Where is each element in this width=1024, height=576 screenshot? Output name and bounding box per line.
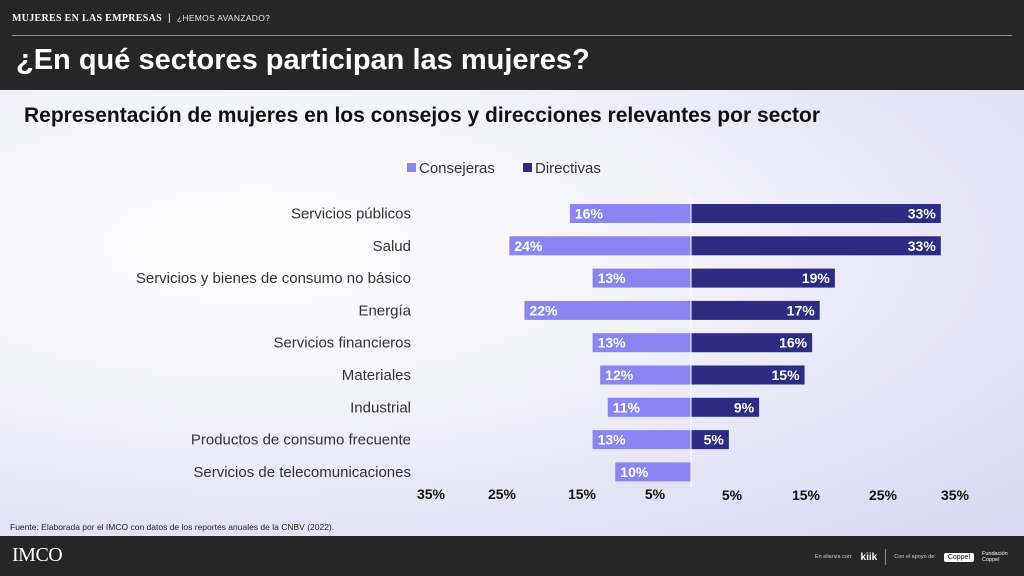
category-label: Energía bbox=[358, 302, 411, 319]
data-label-consejeras: 13% bbox=[598, 270, 627, 286]
bar-consejeras bbox=[615, 462, 691, 482]
bar-directivas bbox=[691, 333, 813, 353]
kiik-logo: kiik bbox=[860, 551, 878, 563]
category-label: Servicios financieros bbox=[273, 335, 411, 352]
data-label-directivas: 33% bbox=[908, 238, 937, 254]
fundacion-coppel-logo: Fundación Coppel bbox=[982, 551, 1008, 563]
bar-directivas bbox=[691, 236, 941, 256]
section-kicker: MUJERES EN LAS EMPRESAS | ¿HEMOS AVANZADO? bbox=[12, 13, 270, 24]
bar-directivas bbox=[691, 430, 729, 450]
legend-swatch-consejeras bbox=[407, 163, 416, 172]
data-label-consejeras: 16% bbox=[575, 206, 604, 222]
data-label-consejeras: 24% bbox=[514, 238, 543, 254]
chart-title: Representación de mujeres en los consejo… bbox=[24, 104, 820, 127]
bar-consejeras bbox=[592, 268, 691, 288]
kicker-separator: | bbox=[167, 13, 171, 24]
category-label: Materiales bbox=[342, 367, 411, 384]
kicker-title: MUJERES EN LAS EMPRESAS bbox=[12, 13, 162, 24]
bar-directivas bbox=[691, 300, 820, 320]
x-tick-label-left: 35% bbox=[417, 486, 446, 502]
x-tick-label-left: 15% bbox=[568, 486, 597, 502]
x-tick-label-right: 5% bbox=[722, 487, 743, 503]
alliance-label: En alianza con: bbox=[814, 554, 853, 560]
footer-bar: IMCO En alianza con: kiik Con el apoyo d… bbox=[0, 536, 1024, 576]
data-label-consejeras: 22% bbox=[529, 302, 558, 318]
bar-consejeras bbox=[600, 365, 691, 385]
data-label-consejeras: 10% bbox=[620, 464, 649, 480]
category-label: Industrial bbox=[350, 399, 411, 416]
source-note: Fuente: Elaborada por el IMCO con datos … bbox=[10, 522, 335, 532]
header-divider bbox=[12, 35, 1012, 36]
x-tick-label-right: 25% bbox=[869, 487, 898, 503]
data-label-directivas: 33% bbox=[908, 206, 937, 222]
legend-label-directivas: Directivas bbox=[535, 160, 601, 177]
data-label-consejeras: 13% bbox=[598, 432, 627, 448]
bar-consejeras bbox=[569, 204, 691, 223]
data-label-directivas: 15% bbox=[772, 367, 801, 383]
data-label-consejeras: 12% bbox=[605, 367, 634, 383]
data-label-directivas: 17% bbox=[787, 302, 816, 318]
data-label-directivas: 5% bbox=[704, 432, 725, 448]
bar-consejeras bbox=[524, 300, 691, 320]
data-label-directivas: 16% bbox=[779, 335, 808, 351]
x-tick-label-left: 25% bbox=[488, 486, 517, 502]
sponsor-divider bbox=[885, 549, 887, 565]
legend-swatch-directivas bbox=[523, 163, 532, 172]
category-label: Salud bbox=[373, 238, 411, 255]
bar-consejeras bbox=[592, 430, 691, 450]
data-label-directivas: 19% bbox=[802, 270, 831, 286]
data-label-consejeras: 13% bbox=[598, 335, 627, 351]
bar-consejeras bbox=[607, 397, 691, 417]
category-label: Servicios y bienes de consumo no básico bbox=[136, 270, 411, 287]
bar-consejeras bbox=[509, 236, 691, 256]
category-label: Productos de consumo frecuente bbox=[191, 432, 411, 449]
x-tick-label-left: 5% bbox=[645, 486, 666, 502]
bar-consejeras bbox=[592, 333, 691, 353]
bar-directivas bbox=[691, 204, 941, 223]
legend-label-consejeras: Consejeras bbox=[419, 160, 495, 177]
diverging-bar-chart: Consejeras Directivas Servicios públicos 16… bbox=[136, 160, 970, 503]
bar-directivas bbox=[691, 268, 835, 288]
category-label: Servicios públicos bbox=[291, 206, 411, 223]
data-label-consejeras: 11% bbox=[613, 399, 641, 415]
data-label-directivas: 9% bbox=[734, 399, 755, 415]
slide-content: Representación de mujeres en los consejo… bbox=[0, 90, 1024, 536]
support-label: Con el apoyo de: bbox=[894, 554, 936, 560]
category-label: Servicios de telecomunicaciones bbox=[193, 464, 411, 481]
page-title: ¿En qué sectores participan las mujeres? bbox=[16, 44, 590, 76]
sponsor-strip: En alianza con: kiik Con el apoyo de: Co… bbox=[815, 549, 1012, 565]
imco-logo: IMCO bbox=[12, 544, 63, 566]
x-tick-label-right: 35% bbox=[941, 487, 970, 503]
bar-directivas bbox=[691, 397, 760, 417]
header-bar: MUJERES EN LAS EMPRESAS | ¿HEMOS AVANZADO?… bbox=[0, 0, 1024, 90]
x-tick-label-right: 15% bbox=[792, 487, 821, 503]
coppel-logo: Coppel bbox=[943, 552, 974, 562]
kicker-subtitle: ¿HEMOS AVANZADO? bbox=[176, 13, 271, 23]
bar-directivas bbox=[691, 365, 805, 385]
